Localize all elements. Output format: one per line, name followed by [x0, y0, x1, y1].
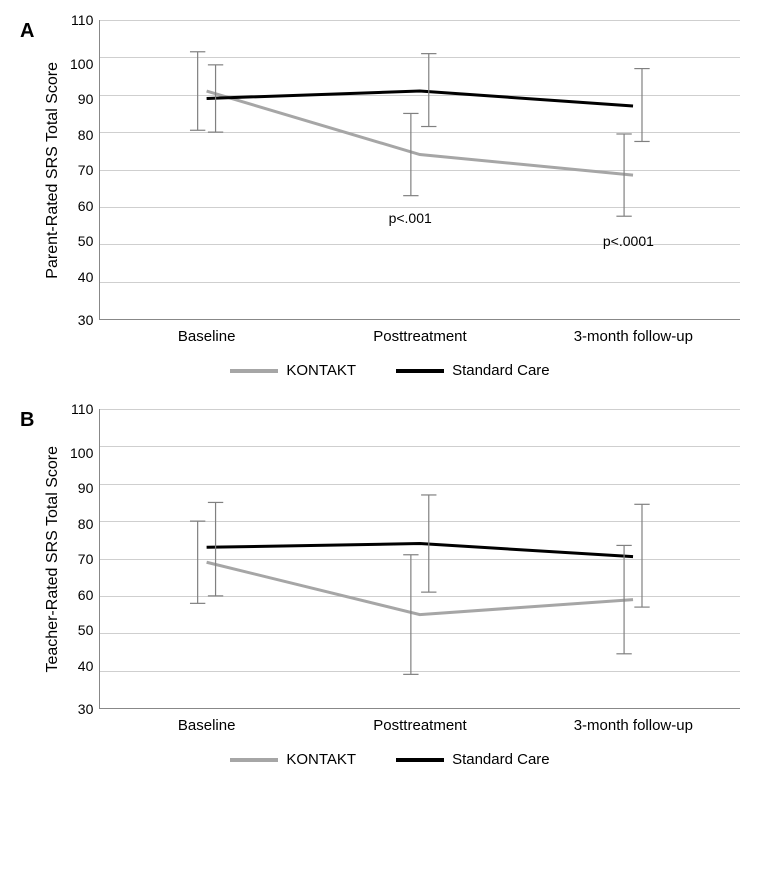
x-tick-label: Posttreatment [313, 717, 526, 737]
x-tick-label: 3-month follow-up [527, 717, 740, 737]
chart-wrap: Parent-Rated SRS Total Score110100908070… [40, 20, 770, 320]
legend-swatch [396, 758, 444, 762]
p-value-annotation: p<.0001 [603, 233, 654, 249]
legend: KONTAKT Standard Care [10, 362, 770, 379]
y-tick: 50 [78, 233, 94, 249]
legend: KONTAKT Standard Care [10, 751, 770, 768]
legend-label: Standard Care [452, 362, 550, 379]
legend-label: Standard Care [452, 751, 550, 768]
panel-a: AParent-Rated SRS Total Score11010090807… [10, 20, 770, 379]
x-tick-label: Baseline [100, 717, 313, 737]
legend-item-kontakt: KONTAKT [230, 362, 356, 379]
y-axis-label: Parent-Rated SRS Total Score [40, 62, 70, 279]
y-tick: 60 [78, 198, 94, 214]
y-tick: 110 [71, 12, 93, 28]
plot-area: p<.001 p<.0001 [99, 20, 740, 320]
x-tick-label: 3-month follow-up [527, 328, 740, 348]
chart-wrap: Teacher-Rated SRS Total Score11010090807… [40, 409, 770, 709]
legend-item-standard: Standard Care [396, 362, 550, 379]
panel-b: BTeacher-Rated SRS Total Score1101009080… [10, 409, 770, 768]
legend-item-kontakt: KONTAKT [230, 751, 356, 768]
panel-label: A [20, 20, 34, 43]
legend-label: KONTAKT [286, 751, 356, 768]
x-axis-labels: BaselinePosttreatment3-month follow-up [100, 717, 740, 737]
y-axis-ticks: 11010090807060504030 [70, 409, 99, 709]
series-line-kontakt [207, 562, 633, 614]
legend-swatch [230, 758, 278, 762]
legend-item-standard: Standard Care [396, 751, 550, 768]
x-tick-label: Posttreatment [313, 328, 526, 348]
y-tick: 60 [78, 587, 94, 603]
legend-swatch [230, 369, 278, 373]
y-tick: 110 [71, 401, 93, 417]
y-tick: 40 [78, 269, 94, 285]
y-tick: 90 [78, 480, 94, 496]
y-tick: 30 [78, 701, 94, 717]
chart-svg [100, 409, 740, 708]
p-value-annotation: p<.001 [389, 210, 432, 226]
x-tick-label: Baseline [100, 328, 313, 348]
y-tick: 40 [78, 658, 94, 674]
chart-svg [100, 20, 740, 319]
y-tick: 90 [78, 91, 94, 107]
series-line-standard [207, 91, 633, 106]
y-axis-ticks: 11010090807060504030 [70, 20, 99, 320]
series-line-kontakt [207, 91, 633, 175]
y-tick: 50 [78, 622, 94, 638]
panel-label: B [20, 409, 34, 432]
y-tick: 80 [78, 516, 94, 532]
y-tick: 100 [70, 56, 93, 72]
series-line-standard [207, 544, 633, 557]
plot-area [99, 409, 740, 709]
legend-label: KONTAKT [286, 362, 356, 379]
x-axis-labels: BaselinePosttreatment3-month follow-up [100, 328, 740, 348]
y-tick: 80 [78, 127, 94, 143]
y-tick: 70 [78, 551, 94, 567]
y-tick: 100 [70, 445, 93, 461]
y-tick: 30 [78, 312, 94, 328]
legend-swatch [396, 369, 444, 373]
y-axis-label: Teacher-Rated SRS Total Score [40, 446, 70, 672]
y-tick: 70 [78, 162, 94, 178]
